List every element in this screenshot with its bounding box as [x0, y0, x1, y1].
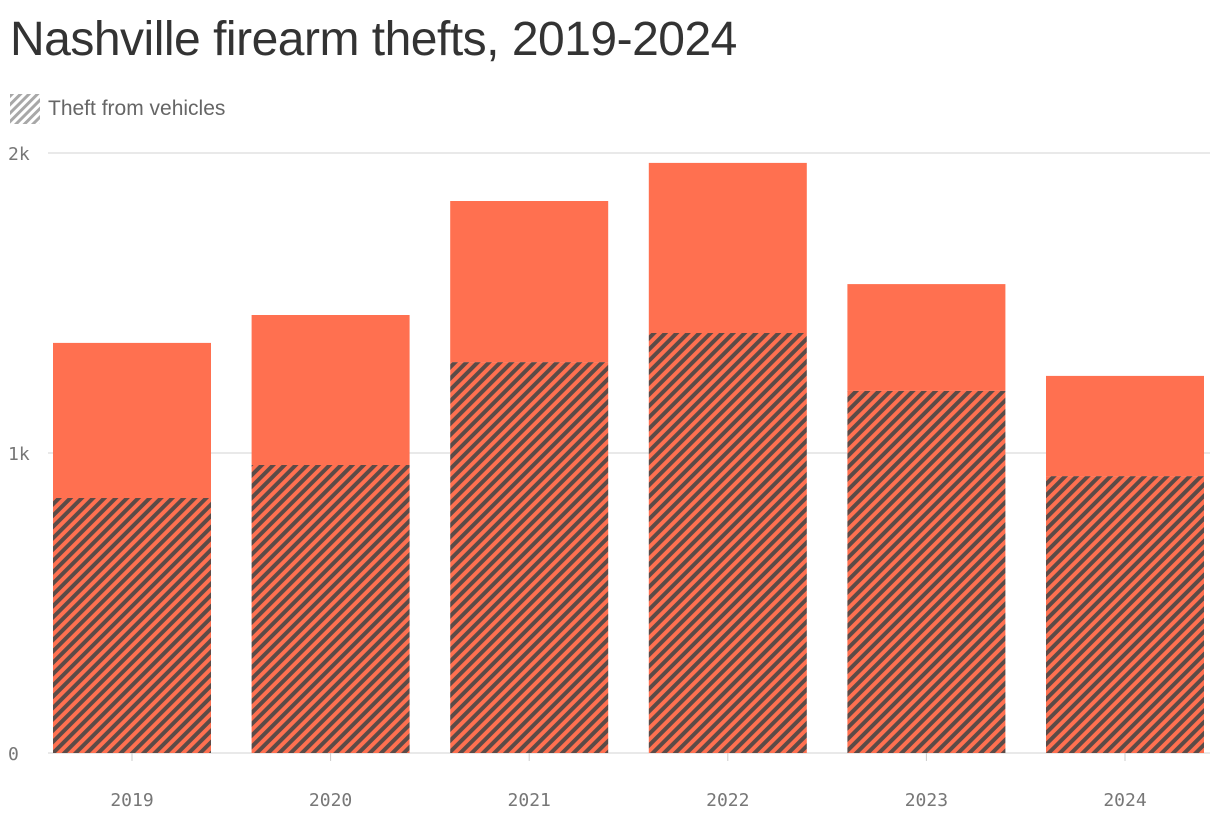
chart-title: Nashville firearm thefts, 2019-2024 [10, 13, 737, 66]
bar-other-thefts [1046, 375, 1204, 477]
bar-other-thefts [251, 315, 410, 465]
bar-other-thefts [847, 284, 1006, 391]
x-tick-label: 2021 [508, 790, 551, 811]
y-tick-label: 0 [8, 744, 19, 765]
bar-theft-from-vehicles [1046, 476, 1204, 753]
bar-theft-from-vehicles [251, 465, 410, 753]
bar-theft-from-vehicles [53, 498, 211, 753]
y-tick-label: 2k [8, 144, 30, 165]
bar-theft-from-vehicles [450, 362, 609, 753]
x-tick-label: 2024 [1103, 790, 1146, 811]
legend-label: Theft from vehicles [48, 97, 226, 120]
legend: Theft from vehicles [10, 94, 225, 124]
bar-theft-from-vehicles [847, 390, 1006, 753]
bar-theft-from-vehicles [648, 333, 807, 753]
bar-other-thefts [450, 201, 609, 363]
hatch-swatch-icon [10, 94, 40, 124]
x-tick-label: 2019 [110, 790, 153, 811]
bar-other-thefts [53, 342, 211, 498]
bar-other-thefts [648, 162, 807, 333]
x-tick-label: 2023 [905, 790, 948, 811]
x-tick-label: 2020 [309, 790, 352, 811]
x-tick-label: 2022 [706, 790, 749, 811]
y-tick-label: 1k [8, 444, 30, 465]
